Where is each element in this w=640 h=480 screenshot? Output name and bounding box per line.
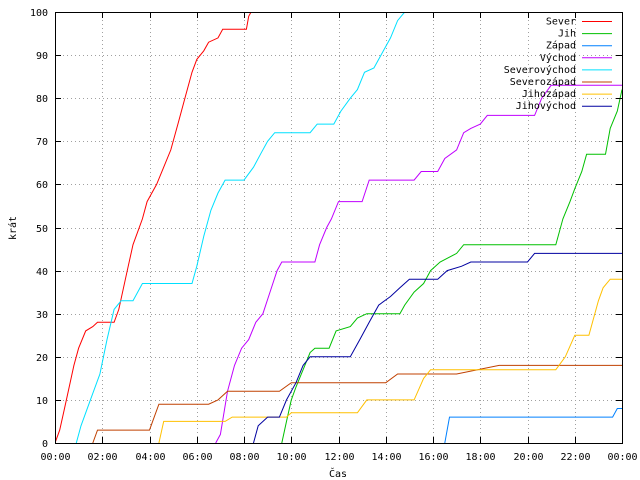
y-tick-label: 80: [36, 94, 48, 105]
series-line-5: [75, 12, 406, 443]
y-tick-label: 60: [36, 180, 48, 191]
y-tick-label: 30: [36, 310, 48, 321]
y-tick-label: 70: [36, 137, 48, 148]
legend-label: Severovýchod: [504, 64, 576, 76]
x-tick-label: 00:00: [607, 452, 637, 463]
series-line-3: [444, 408, 622, 443]
plot-frame: [55, 12, 623, 444]
series-line-4: [215, 84, 622, 443]
legend: SeverJihZápadVýchodSeverovýchodSeverozáp…: [504, 17, 612, 112]
legend-label: Západ: [546, 40, 576, 52]
legend-label: Severozápad: [510, 76, 576, 88]
y-tick-label: 50: [36, 224, 48, 235]
axis-layer: 00:00 02:00 04:00 06:00 08:00 10:00 12:00 14:00…: [30, 8, 638, 463]
y-tick-label: 90: [36, 51, 48, 62]
legend-label: Jihovýchod: [516, 100, 576, 112]
series-line-7: [158, 278, 622, 443]
y-tick-label: 10: [36, 396, 48, 407]
x-tick-label: 04:00: [135, 452, 165, 463]
x-tick-label: 02:00: [87, 452, 117, 463]
series-line-1: [55, 12, 252, 443]
legend-label: Sever: [546, 17, 576, 28]
legend-label: Jihozápad: [522, 88, 576, 100]
x-tick-label: 08:00: [229, 452, 259, 463]
x-tick-label: 00:00: [40, 452, 70, 463]
grid-layer: [55, 12, 622, 443]
legend-label: Východ: [540, 52, 576, 64]
y-tick-label: 0: [42, 439, 48, 450]
x-tick-label: 22:00: [560, 452, 590, 463]
y-tick-label: 40: [36, 267, 48, 278]
y-axis-label: krát: [7, 216, 19, 240]
x-tick-label: 20:00: [513, 452, 543, 463]
series-line-8: [253, 252, 622, 443]
x-tick-label: 10:00: [276, 452, 306, 463]
x-axis-label: Čas: [329, 467, 347, 480]
legend-label: Jih: [558, 29, 576, 40]
x-tick-label: 18:00: [465, 452, 495, 463]
series-layer: [55, 12, 622, 443]
x-tick-label: 16:00: [418, 452, 448, 463]
y-tick-label: 100: [30, 8, 48, 19]
x-tick-label: 12:00: [324, 452, 354, 463]
y-tick-label: 20: [36, 353, 48, 364]
series-line-6: [92, 364, 622, 443]
x-tick-label: 06:00: [182, 452, 212, 463]
x-tick-label: 14:00: [371, 452, 401, 463]
series-line-2: [281, 89, 622, 443]
